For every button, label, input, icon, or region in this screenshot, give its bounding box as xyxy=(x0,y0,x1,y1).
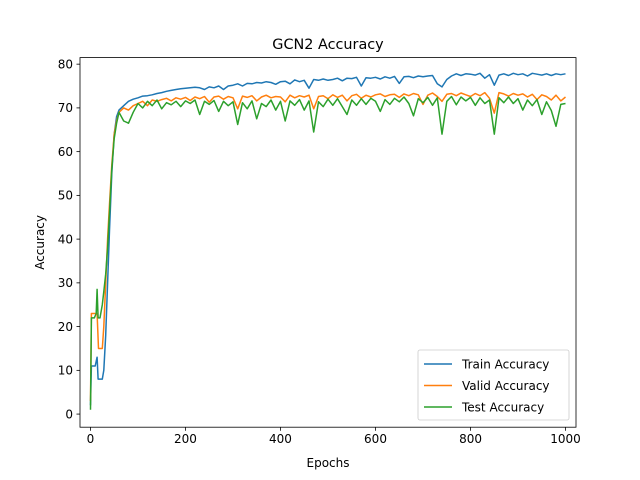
x-tick-label: 0 xyxy=(87,432,95,446)
y-axis-label: Accuracy xyxy=(33,215,47,270)
y-tick-label: 60 xyxy=(58,145,73,159)
y-tick-label: 30 xyxy=(58,276,73,290)
x-tick-label: 200 xyxy=(174,432,197,446)
y-tick-label: 80 xyxy=(58,57,73,71)
x-tick-label: 800 xyxy=(459,432,482,446)
legend-frame xyxy=(417,349,570,421)
x-tick-label: 1000 xyxy=(550,432,581,446)
x-axis-label: Epochs xyxy=(307,456,350,470)
x-tick-label: 600 xyxy=(364,432,387,446)
series-line-0 xyxy=(89,72,566,406)
legend: Train Accuracy Valid Accuracy Test Accurac… xyxy=(417,349,570,421)
y-tick-label: 10 xyxy=(58,364,73,378)
legend-label-1: Valid Accuracy xyxy=(462,379,550,393)
axes-frame xyxy=(79,57,577,428)
x-axis-ticks: 0 200 400 600 800 1000 xyxy=(87,427,581,446)
y-tick-label: 40 xyxy=(58,232,73,246)
series-layer xyxy=(89,72,566,410)
x-tick-label: 400 xyxy=(269,432,292,446)
plot-area: 0 200 400 600 800 1000 0 10 20 30 40 50 60 70 80 xyxy=(58,57,581,446)
y-axis-ticks: 0 10 20 30 40 50 60 70 80 xyxy=(58,57,80,421)
y-tick-label: 20 xyxy=(58,320,73,334)
y-tick-label: 0 xyxy=(65,407,73,421)
y-tick-label: 70 xyxy=(58,101,73,115)
legend-label-0: Train Accuracy xyxy=(461,357,549,371)
y-tick-label: 50 xyxy=(58,189,73,203)
series-line-2 xyxy=(89,95,566,410)
series-line-1 xyxy=(89,91,566,402)
chart-title: GCN2 Accuracy xyxy=(272,37,384,53)
legend-label-2: Test Accuracy xyxy=(461,400,544,414)
